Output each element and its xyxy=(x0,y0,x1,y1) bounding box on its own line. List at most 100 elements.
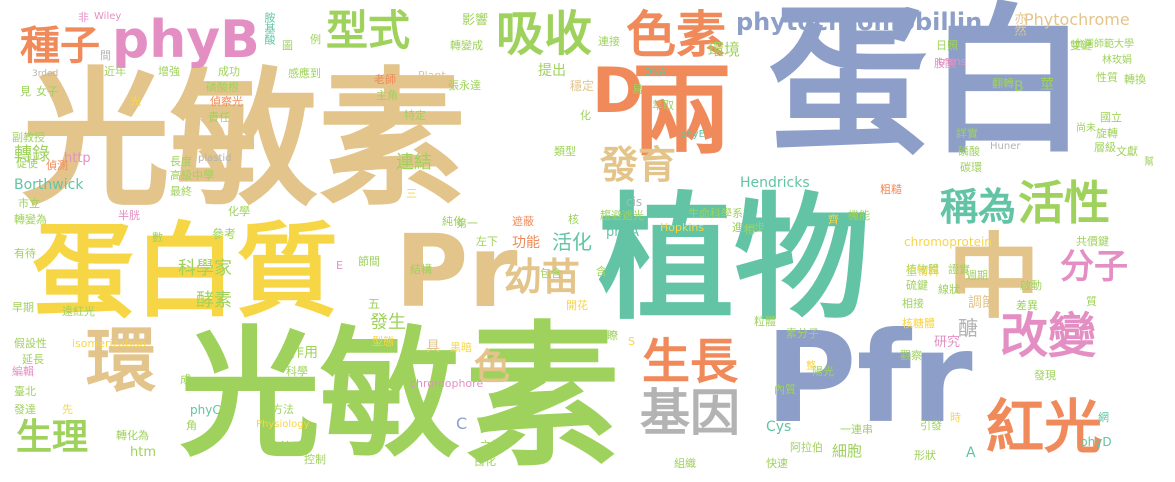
word: 幼苗 xyxy=(504,255,581,299)
word: 整 xyxy=(806,361,816,372)
word: 張永達 xyxy=(448,79,481,92)
word: 蛋白質 xyxy=(32,213,338,332)
word: 半胱 xyxy=(118,209,140,222)
word: 分子 xyxy=(1060,247,1128,287)
word: 感應到 xyxy=(288,67,321,80)
word: 林玫娟 xyxy=(1102,55,1132,66)
word: 亦然 xyxy=(1013,12,1027,36)
word: trans xyxy=(938,55,967,68)
word: Pr xyxy=(395,213,518,330)
word: 化學 xyxy=(228,205,250,218)
word: 研究 xyxy=(934,335,961,350)
word: 黑暗 xyxy=(450,341,472,354)
word: 轉錄 xyxy=(14,144,50,165)
word: 調節 xyxy=(968,295,996,311)
word: 先 xyxy=(62,403,73,416)
word: Phytochrome xyxy=(1024,10,1130,29)
word: 啟動 xyxy=(1020,279,1042,292)
word: 具 xyxy=(426,339,440,355)
word: 組織 xyxy=(674,457,696,470)
word: 三 xyxy=(406,187,417,200)
word: 活化 xyxy=(552,230,592,254)
word: 硫鍵 xyxy=(906,279,928,292)
word: Borthwick xyxy=(14,177,84,193)
word: 基因 xyxy=(640,384,740,442)
word: 易 xyxy=(632,83,643,96)
word: 第一 xyxy=(456,217,478,230)
word: 最終 xyxy=(170,185,192,198)
word: S xyxy=(628,335,635,348)
word: 證實 xyxy=(948,263,970,276)
word: 旋轉 xyxy=(1096,127,1118,140)
word: 阿拉伯 xyxy=(790,441,823,454)
word: 日照 xyxy=(936,39,958,52)
word: 磷酸 xyxy=(958,145,980,158)
word: 國立 xyxy=(1100,111,1122,124)
word: 臺北 xyxy=(14,385,36,398)
word: 色素 xyxy=(626,6,726,64)
word: 促使 xyxy=(16,157,38,170)
word: 3rded xyxy=(32,69,59,79)
word: 近年 xyxy=(104,65,126,78)
word: 見 xyxy=(20,85,31,98)
word: 趨避遮光 xyxy=(600,209,644,222)
word: 非 xyxy=(78,11,89,24)
word: 數 xyxy=(152,231,163,244)
word: 核糖體 xyxy=(902,317,935,330)
word: 控制 xyxy=(304,453,326,466)
word: 莖 xyxy=(1040,77,1054,93)
word: 植物體 xyxy=(906,263,939,276)
word: 間 xyxy=(100,49,111,62)
word: 連結 xyxy=(396,152,432,173)
word: 光敏 xyxy=(180,314,461,477)
word: 提出 xyxy=(538,63,566,79)
word: 女子 xyxy=(36,85,58,98)
word: 紅光 xyxy=(986,393,1103,461)
word: htm xyxy=(130,445,156,460)
word: Cys xyxy=(766,419,792,435)
word: 層級 xyxy=(1094,141,1116,154)
word: 穩定 xyxy=(570,79,595,93)
word: Physiology xyxy=(256,419,310,430)
word: 胺酸 xyxy=(934,57,956,70)
word: http xyxy=(64,151,91,166)
word: C xyxy=(456,414,468,433)
word: 內質 xyxy=(774,383,796,396)
word: 作用 xyxy=(290,345,318,361)
word: 發現 xyxy=(1034,369,1056,382)
word: 五 xyxy=(368,297,381,311)
word: 快速 xyxy=(766,457,788,470)
word: 轉換 xyxy=(1124,73,1146,86)
word: 遠紅光 xyxy=(62,305,95,318)
word: 化 xyxy=(580,109,591,122)
word: phyB xyxy=(112,10,260,70)
word: 類型 xyxy=(554,145,576,158)
word: Pfr xyxy=(765,306,973,451)
word: 差異 xyxy=(1016,299,1038,312)
word: 台灣師範大學 xyxy=(1074,39,1134,50)
word: 之外 xyxy=(480,439,502,452)
word: 質 xyxy=(1086,295,1097,308)
word: 引發 xyxy=(920,419,942,432)
word: 圖 xyxy=(282,39,293,52)
word: Hopkins xyxy=(660,221,705,234)
word: Huner xyxy=(990,141,1021,152)
word: 稱為 xyxy=(940,185,1017,229)
word: 白化 xyxy=(474,455,496,468)
word: 長度 xyxy=(170,155,192,168)
word: 萃取 xyxy=(652,99,674,112)
word: 角 xyxy=(186,419,197,432)
word: 活性 xyxy=(1018,176,1110,230)
word: DNA xyxy=(644,67,667,78)
word: 成 xyxy=(180,373,191,386)
word: 萌發 xyxy=(278,441,306,457)
word: 含 xyxy=(596,265,607,278)
word: 粗糙 xyxy=(880,183,902,196)
word: 型式 xyxy=(326,6,411,55)
word: 科學家 xyxy=(178,258,232,279)
word: 轉變成 xyxy=(450,39,483,52)
word: 假設性 xyxy=(14,337,47,350)
word: 素 xyxy=(465,307,620,482)
word: 左下 xyxy=(476,235,498,248)
